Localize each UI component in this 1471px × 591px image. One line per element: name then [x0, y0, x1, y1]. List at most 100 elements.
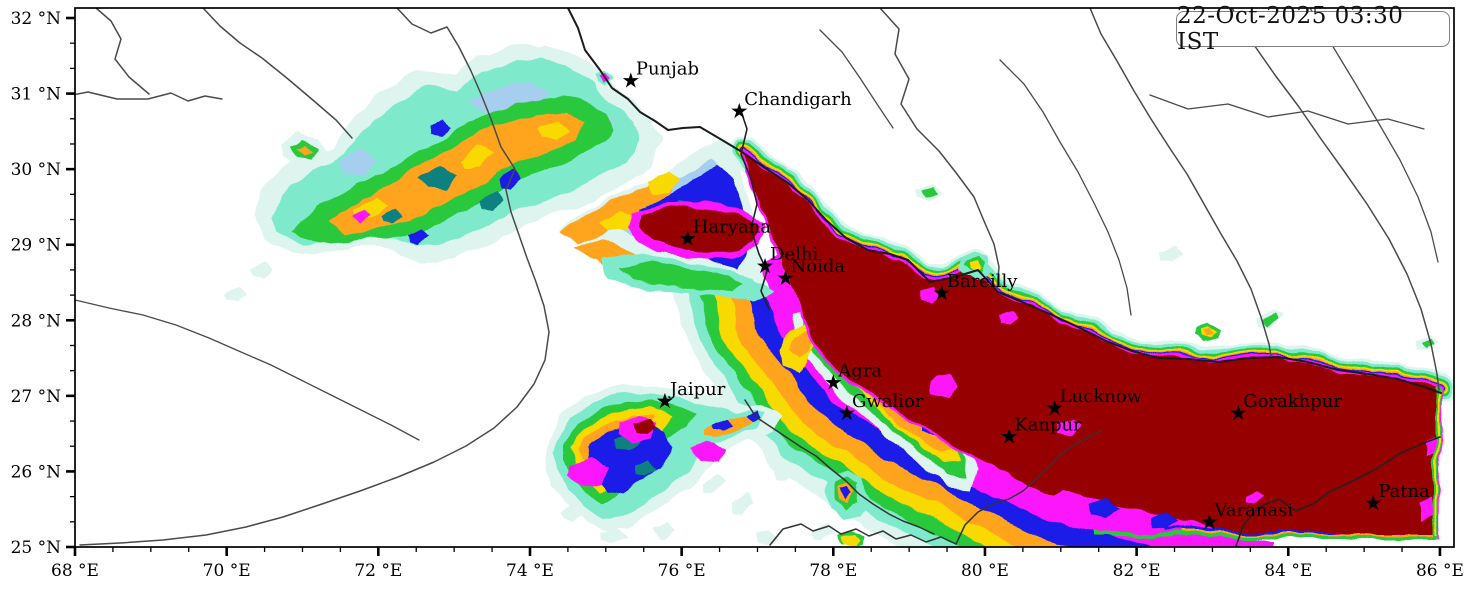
contour-region-l6 [1202, 327, 1212, 336]
border-line [1309, 8, 1439, 263]
border-line [1231, 8, 1440, 391]
contour-region-l3 [923, 186, 937, 198]
contour-region-l9 [631, 419, 657, 435]
contour-region-l8 [929, 373, 959, 397]
contour-region-l7 [1149, 514, 1176, 531]
city-label: Delhi [770, 244, 818, 265]
contour-region-l3 [1263, 313, 1279, 326]
y-tick-label: 30 °N [11, 160, 62, 180]
contour-region-l8 [999, 310, 1019, 325]
border-line [879, 8, 1000, 290]
y-tick-label: 25 °N [11, 538, 62, 558]
contour-region-l0 [559, 509, 579, 525]
city-star-icon: ★ [1045, 396, 1064, 420]
contour-region-l7 [842, 487, 854, 500]
y-tick-label: 27 °N [11, 387, 62, 407]
contour-band-l1 [685, 258, 1274, 547]
city-label: Punjab [636, 59, 699, 80]
x-tick-label: 68 °E [51, 561, 99, 581]
contour-region-l9-main [740, 150, 1443, 538]
contour-region-l6 [297, 147, 311, 159]
city-label: Kanpur [1014, 415, 1082, 436]
city-label: Gwalior [852, 391, 924, 412]
contour-region-l8 [1247, 488, 1267, 503]
border-line [744, 399, 935, 535]
y-tick-label: 28 °N [11, 311, 62, 331]
timestamp-badge: 22-Oct-2025 03:30 IST [1176, 3, 1450, 55]
contour-strip-l3 [1096, 534, 1441, 538]
contour-strip-l6 [1180, 532, 1436, 534]
x-tick-label: 84 °E [1264, 561, 1312, 581]
border-line [1149, 94, 1425, 130]
contour-region-l0 [599, 527, 627, 544]
border-line [79, 8, 550, 546]
contour-region-l7 [407, 229, 429, 245]
contour-region-l0 [227, 289, 247, 305]
city-star-icon: ★ [824, 370, 843, 394]
y-tick-label: 26 °N [11, 462, 62, 482]
contour-region-l7 [715, 419, 735, 433]
axes: 68 °E 70 °E 72 °E 74 °E 76 °E 78 °E 80 °E 82 °E… [11, 7, 1464, 581]
city-label: Chandigarh [744, 89, 852, 110]
border-line [202, 8, 353, 139]
y-tick-label: 31 °N [11, 85, 62, 105]
contour-region-l0 [777, 463, 799, 481]
contour-region-l9 [639, 205, 759, 254]
state-borders [75, 8, 1442, 547]
contour-region-l5 [459, 147, 495, 169]
city-label: Gorakhpur [1243, 391, 1342, 412]
x-tick-label: 80 °E [961, 561, 1009, 581]
contour-region-l7 [499, 171, 523, 191]
city-star-icon: ★ [776, 266, 795, 290]
city-star-icon: ★ [678, 227, 697, 251]
contour-region-l6 [329, 111, 583, 235]
contour-region-l4 [419, 167, 457, 191]
city-label: Lucknow [1060, 386, 1143, 407]
border-line [567, 8, 1442, 394]
contour-region-l0 [249, 261, 273, 281]
city-label: Jaipur [668, 379, 726, 400]
city-star-icon: ★ [838, 401, 857, 425]
contour-region-l4 [379, 209, 405, 227]
x-tick-label: 78 °E [809, 561, 857, 581]
contour-strip-l5 [1438, 395, 1440, 533]
border-line [95, 8, 150, 95]
border-line [1235, 436, 1441, 547]
border-line [739, 107, 770, 310]
contour-region-l2 [339, 147, 381, 173]
border-line [769, 523, 957, 546]
contour-region-l4 [635, 459, 659, 479]
city-star-icon: ★ [1200, 510, 1219, 534]
city-star-icon: ★ [1000, 425, 1019, 449]
y-tick-label: 32 °N [11, 9, 62, 29]
contour-strip-l7 [1160, 529, 1330, 532]
border-line [819, 29, 894, 129]
x-tick-label: 76 °E [658, 561, 706, 581]
border-line [1089, 8, 1272, 357]
contour-region-l5 [647, 169, 681, 191]
y-tick-label: 29 °N [11, 236, 62, 256]
contour-region-l8 [1059, 419, 1083, 437]
city-star-icon: ★ [730, 99, 749, 123]
border-line [999, 59, 1132, 316]
x-tick-label: 82 °E [1113, 561, 1161, 581]
city-star-icon: ★ [1229, 401, 1248, 425]
plot-frame [74, 7, 1455, 548]
contour-region-l8 [351, 209, 369, 223]
city-star-icon: ★ [656, 389, 675, 413]
x-tick-label: 72 °E [354, 561, 402, 581]
city-star-icon: ★ [621, 69, 640, 93]
contour-region-l5 [539, 119, 569, 139]
city-label: Bareilly [947, 271, 1018, 292]
contour-region-l0 [733, 495, 757, 513]
border-line [955, 430, 1102, 545]
city-label: Noida [791, 256, 846, 277]
contour-region-l3 [619, 261, 745, 293]
contour-region-l7 [429, 117, 453, 135]
city-label: Varanasi [1213, 500, 1293, 521]
contour-region-l4 [479, 191, 507, 211]
city-markers: ★Punjab★Chandigarh★Haryana★Delhi★Noida★B… [621, 59, 1430, 534]
city-label: Agra [837, 360, 882, 381]
